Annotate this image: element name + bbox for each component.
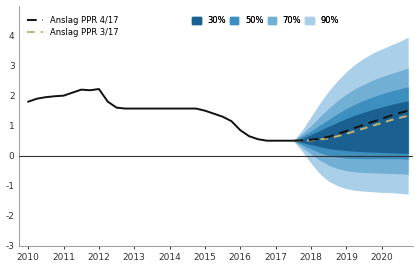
Legend: 30%, 50%, 70%, 90%: 30%, 50%, 70%, 90% <box>189 13 342 28</box>
